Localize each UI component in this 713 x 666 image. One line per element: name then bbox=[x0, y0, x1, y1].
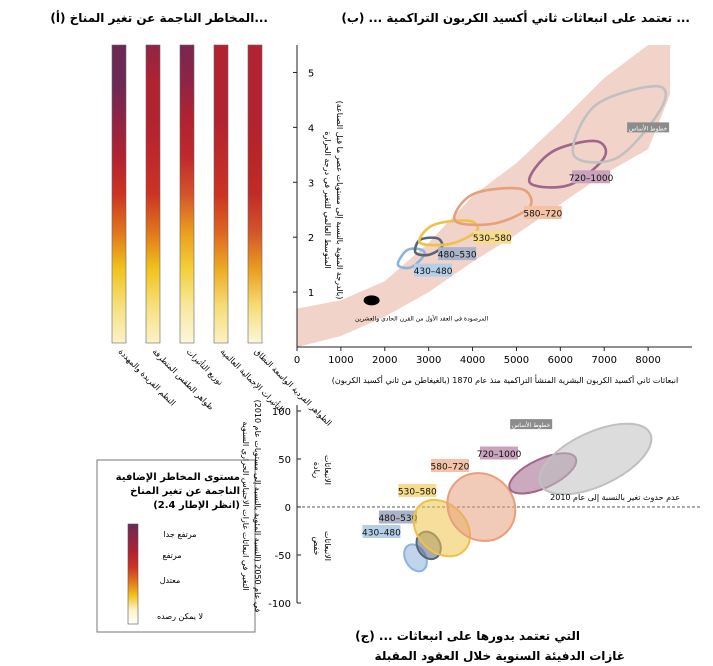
panel-b-scenario-tag-bg-6 bbox=[627, 122, 670, 133]
legend-title-line-2: الناجمة عن تغير المناخ bbox=[130, 486, 240, 497]
panel-b-ylabel-line-2: (بالدرجة المئوية بالنسبة إلى مستويات عصر… bbox=[334, 101, 344, 300]
panel-b-xtick-label: 2000 bbox=[372, 355, 397, 366]
risk-bars bbox=[111, 44, 263, 344]
panel-c-scenario-tag-5: 720–1000 bbox=[477, 450, 522, 460]
panel-c-scenario-tag-bg-2 bbox=[378, 510, 417, 524]
panel-b-ytick-label: 1 bbox=[308, 288, 314, 299]
legend-title-line-3: (انظر الإطار 2.4) bbox=[153, 500, 240, 511]
panel-b-ytick-label: 5 bbox=[308, 68, 314, 79]
panel-b-scenario-tag-2: 480–530 bbox=[438, 251, 477, 261]
panel-b-xtick-label: 0 bbox=[294, 355, 300, 366]
panel-b-scenario-ellipse-4 bbox=[452, 186, 533, 227]
panel-b-xtick-label: 1000 bbox=[328, 355, 353, 366]
panel-b-scenario-tag-1: 430–480 bbox=[414, 267, 453, 277]
legend-gradient-bar bbox=[127, 523, 139, 625]
risk-bar-1 bbox=[111, 44, 127, 344]
panel-b-scenario-tag-5: 720–1000 bbox=[569, 174, 614, 184]
panel-c-scenario-tag-bg-3 bbox=[398, 483, 437, 497]
panel-b-scenario-ellipse-6 bbox=[571, 84, 668, 164]
panel-b-title: (ب) ... تعتمد على انبعاثات ثاني أكسيد ال… bbox=[341, 10, 690, 26]
panel-b-scenario-tag-6: خطوط الأساس bbox=[629, 124, 668, 132]
risk-bar-4 bbox=[213, 44, 229, 344]
panel-c-ytick-label: -50 bbox=[275, 551, 291, 562]
panel-c-zero-note: عدم حدوث تغير بالنسبة إلى عام 2010 bbox=[550, 493, 680, 503]
panel-b-xtick-label: 6000 bbox=[548, 355, 573, 366]
panel-c-increase-line-1: زيادة bbox=[312, 462, 321, 478]
panel-a-title: (أ) المخاطر الناجمة عن تغير المناخ... bbox=[50, 10, 268, 25]
panel-b-xtick-label: 3000 bbox=[416, 355, 441, 366]
panel-c-scenario-tag-bg-5 bbox=[480, 446, 519, 460]
panel-c-scenario-ellipse-6 bbox=[538, 422, 653, 496]
panel-b-ytick-label: 3 bbox=[308, 178, 314, 189]
legend-level-high: مرتفع bbox=[162, 551, 181, 560]
panel-c-increase-line-2: الانبعاثات bbox=[323, 455, 332, 485]
panel-c-scenario-tag-bg-1 bbox=[362, 524, 401, 538]
panel-b-scenario-tag-4: 580–720 bbox=[523, 209, 562, 219]
panel-c-scenario-tag-1: 430–480 bbox=[362, 528, 401, 538]
legend-title-line-1: مستوى المخاطر الإضافية bbox=[116, 472, 240, 483]
panel-c-ytick-label: 100 bbox=[272, 407, 291, 418]
risk-bar-3 bbox=[179, 44, 195, 344]
legend-level-very-high: مرتفع جدا bbox=[163, 530, 196, 539]
panel-c-decrease-line-2: الانبعاثات bbox=[323, 531, 332, 561]
risk-bar-5 bbox=[247, 44, 263, 344]
panel-b-xlabel: انبعاثات ثاني أكسيد الكربون البشرية المن… bbox=[332, 374, 679, 385]
panel-c-ytick-label: 0 bbox=[285, 503, 291, 514]
panel-c-scenario-tag-bg-6 bbox=[510, 419, 553, 430]
panel-c-scenario-tag-3: 530–580 bbox=[398, 487, 437, 497]
panel-b-scenario-tag-bg-2 bbox=[438, 247, 477, 261]
risk-bar-2 bbox=[145, 44, 161, 344]
panel-c-ylabel-line-1: التغير في انبعاثات غازات الاحتباس الحرار… bbox=[241, 421, 250, 590]
panel-b-scenario-tag-3: 530–580 bbox=[473, 234, 512, 244]
panel-b-xtick-label: 8000 bbox=[635, 355, 660, 366]
panel-c-scenario-ellipse-4 bbox=[446, 472, 517, 542]
panel-b-scenario-tag-bg-3 bbox=[473, 230, 512, 244]
risk-bar-label-1: النظم الفريدة والمهددة bbox=[117, 347, 178, 408]
panel-b-scenario-tag-bg-5 bbox=[572, 170, 611, 184]
panel-b-scenario-ellipse-5 bbox=[527, 139, 608, 189]
panel-b-scenario-ellipse-1 bbox=[396, 247, 426, 270]
risk-bar-label-2: ظواهر الطقس المتطرفة bbox=[151, 347, 216, 412]
panel-c-scenario-tag-2: 480–530 bbox=[378, 514, 417, 524]
legend-level-undetectable: لا يمكن رصده bbox=[157, 612, 203, 621]
panel-c-ylabel-line-2: في عام 2050 (النسبة المئوية بالنسبة إلى … bbox=[252, 400, 262, 613]
panel-c-scenario-tag-bg-4 bbox=[430, 458, 469, 472]
panel-b-xtick-label: 4000 bbox=[460, 355, 485, 366]
panel-c-title-line-2: غازات الدفيئة السنوية خلال العقود المقبل… bbox=[375, 649, 625, 664]
legend-level-moderate: معتدل bbox=[160, 576, 181, 585]
panel-b-xtick-label: 7000 bbox=[591, 355, 616, 366]
panel-b-scenario-tag-bg-4 bbox=[523, 205, 562, 219]
observed-label: المرصودة في العقد الأول من القرن الحادي … bbox=[355, 314, 489, 322]
panel-c-chart: -100 -50 0 50 100 430–480 480–530 530–580 580–72… bbox=[268, 405, 700, 610]
panel-b-ytick-label: 2 bbox=[308, 233, 314, 244]
panel-c-title-line-1: (ج) ... التي تعتمد بدورها على انبعاثات bbox=[355, 629, 580, 644]
risk-bar-label-4: التأثيرات الإجمالية العالمية bbox=[218, 346, 287, 415]
risk-legend: مستوى المخاطر الإضافية الناجمة عن تغير ا… bbox=[96, 459, 256, 633]
panel-c-decrease-line-1: خفض bbox=[312, 537, 321, 556]
panel-b-chart: 0 1000 2000 3000 4000 5000 6000 7000 8000 1 2 3 4 5 43… bbox=[293, 45, 692, 366]
panel-c-ytick-label: 50 bbox=[278, 455, 291, 466]
uncertainty-band bbox=[297, 45, 671, 347]
panel-b-ytick-label: 4 bbox=[308, 123, 314, 134]
panel-b-ylabel-line-1: المتوسط العالمي للتغير في درجة الحرارة bbox=[323, 131, 332, 268]
panel-c-scenario-tag-4: 580–720 bbox=[431, 462, 470, 472]
observed-point bbox=[363, 295, 380, 306]
panel-c-scenario-tag-6: خطوط الأساس bbox=[512, 421, 551, 429]
panel-b-xtick-label: 5000 bbox=[504, 355, 529, 366]
panel-c-ytick-label: -100 bbox=[268, 599, 291, 610]
panel-b-scenario-tag-bg-1 bbox=[414, 263, 453, 277]
